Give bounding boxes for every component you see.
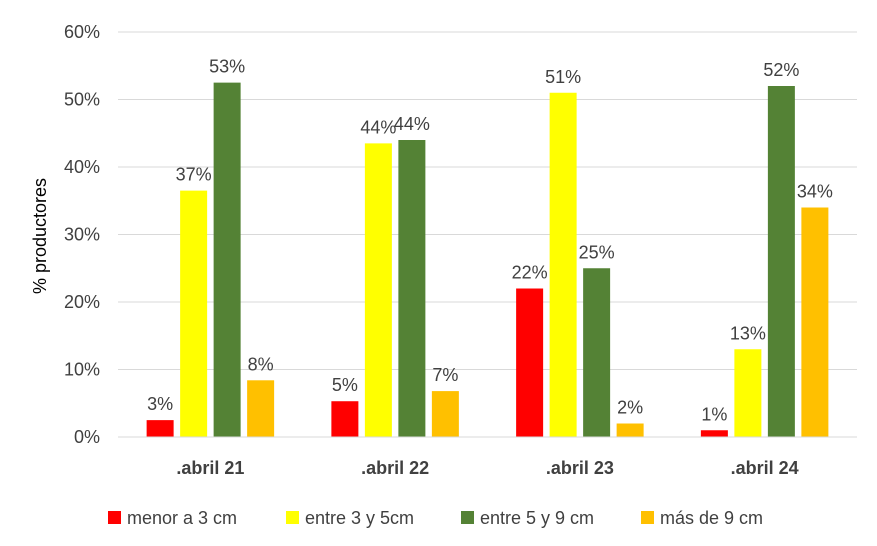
data-label: 34% <box>797 182 833 202</box>
y-tick-label: 10% <box>64 360 100 380</box>
bar <box>431 391 459 437</box>
legend-swatch <box>641 511 654 524</box>
x-tick-label: .abril 21 <box>176 458 244 478</box>
bar <box>213 82 241 437</box>
data-label: 52% <box>763 60 799 80</box>
bar <box>767 86 795 437</box>
data-label: 44% <box>394 114 430 134</box>
data-label: 3% <box>147 394 173 414</box>
legend-swatch <box>461 511 474 524</box>
y-tick-label: 30% <box>64 225 100 245</box>
data-label: 1% <box>701 404 727 424</box>
legend-label: menor a 3 cm <box>127 508 237 528</box>
bar <box>583 268 611 437</box>
legend-swatch <box>108 511 121 524</box>
data-labels: 3% 37% 53% 8% 5% 44%44% 7% 22% 51% 25% 2% 1% 13% 52% 3… <box>147 57 833 425</box>
bar <box>146 420 174 437</box>
legend-label: más de 9 cm <box>660 508 763 528</box>
bar <box>364 143 392 437</box>
data-label: 51% <box>545 67 581 87</box>
x-tick-label: .abril 22 <box>361 458 429 478</box>
bar <box>801 207 829 437</box>
data-label: 53% <box>209 57 245 77</box>
data-label: 25% <box>579 242 615 262</box>
y-tick-label: 60% <box>64 22 100 42</box>
data-label: 2% <box>617 398 643 418</box>
bar <box>700 430 728 437</box>
data-label: 5% <box>332 375 358 395</box>
data-label: 13% <box>730 323 766 343</box>
bar <box>398 140 426 437</box>
bar <box>616 423 644 437</box>
x-tick-label: .abril 23 <box>546 458 614 478</box>
data-label: 44% <box>360 117 396 137</box>
bar <box>180 190 208 437</box>
y-axis-ticks: 0% 10% 20% 30% 40% 50% 60% <box>64 22 100 447</box>
bar <box>734 349 762 437</box>
y-tick-label: 50% <box>64 90 100 110</box>
bar <box>331 401 359 437</box>
y-axis-title: % productores <box>30 178 50 294</box>
x-axis: .abril 21 .abril 22 .abril 23 .abril 24 <box>118 436 857 478</box>
bar <box>549 92 577 437</box>
y-tick-label: 20% <box>64 292 100 312</box>
data-label: 22% <box>512 263 548 283</box>
x-tick-label: .abril 24 <box>731 458 799 478</box>
bar <box>516 288 544 437</box>
y-tick-label: 40% <box>64 157 100 177</box>
legend: menor a 3 cm entre 3 y 5cm entre 5 y 9 cm m… <box>108 508 763 528</box>
data-label: 37% <box>176 165 212 185</box>
legend-swatch <box>286 511 299 524</box>
gridlines <box>118 31 857 438</box>
data-label: 7% <box>432 365 458 385</box>
data-label: 8% <box>248 354 274 374</box>
legend-label: entre 5 y 9 cm <box>480 508 594 528</box>
bar <box>247 380 275 437</box>
bars <box>146 82 829 437</box>
y-tick-label: 0% <box>74 427 100 447</box>
legend-label: entre 3 y 5cm <box>305 508 414 528</box>
